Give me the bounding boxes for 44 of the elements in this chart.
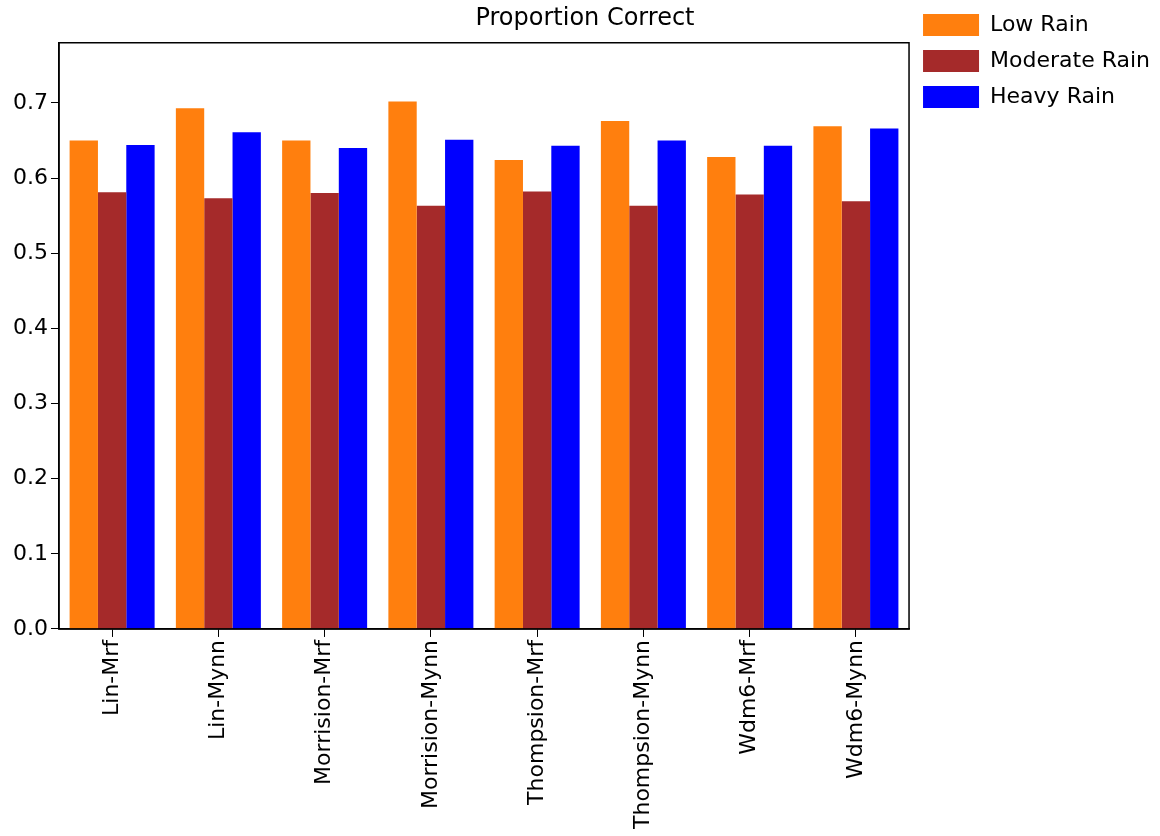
bar xyxy=(338,148,368,629)
x-tick-label: Wdm6-Mynn xyxy=(841,639,867,779)
legend-label: Heavy Rain xyxy=(990,82,1115,108)
y-tick-label: 0.3 xyxy=(12,389,48,415)
bar xyxy=(600,120,630,629)
bar xyxy=(388,101,417,629)
bar xyxy=(551,145,580,629)
y-tick-label: 0.0 xyxy=(12,614,48,640)
bar xyxy=(629,205,658,629)
bar xyxy=(657,140,686,629)
y-tick-label: 0.1 xyxy=(12,539,48,565)
bar xyxy=(126,145,155,629)
y-tick-label: 0.5 xyxy=(12,238,48,264)
bar xyxy=(813,126,842,629)
y-tick-label: 0.2 xyxy=(12,464,48,490)
legend-label: Low Rain xyxy=(990,10,1089,36)
bar xyxy=(841,201,871,629)
y-tick-label: 0.6 xyxy=(12,163,48,189)
bar xyxy=(763,145,793,629)
bar xyxy=(282,140,311,629)
bar xyxy=(522,191,552,629)
bar xyxy=(97,192,127,629)
y-tick-label: 0.7 xyxy=(12,88,48,114)
chart-title: Proportion Correct xyxy=(475,2,695,31)
x-tick-label: Thompsion-Mrf xyxy=(522,638,548,806)
bar xyxy=(870,128,899,629)
bar xyxy=(204,198,233,629)
bar xyxy=(735,194,764,629)
x-tick-label: Thompsion-Mynn xyxy=(629,639,655,831)
bar xyxy=(494,160,523,629)
bar xyxy=(175,108,205,629)
x-tick-label: Lin-Mynn xyxy=(204,639,230,741)
bar xyxy=(232,132,261,629)
bar xyxy=(416,205,446,629)
bar xyxy=(69,140,98,629)
x-tick-label: Morrision-Mrf xyxy=(310,638,336,785)
legend-label: Moderate Rain xyxy=(990,46,1151,72)
bar xyxy=(445,139,474,629)
y-tick-label: 0.4 xyxy=(12,314,48,340)
x-tick-label: Morrision-Mynn xyxy=(416,639,442,810)
bar xyxy=(310,193,339,629)
x-tick-label: Wdm6-Mrf xyxy=(735,638,761,755)
x-tick-label: Lin-Mrf xyxy=(97,638,123,716)
bar xyxy=(707,157,736,629)
